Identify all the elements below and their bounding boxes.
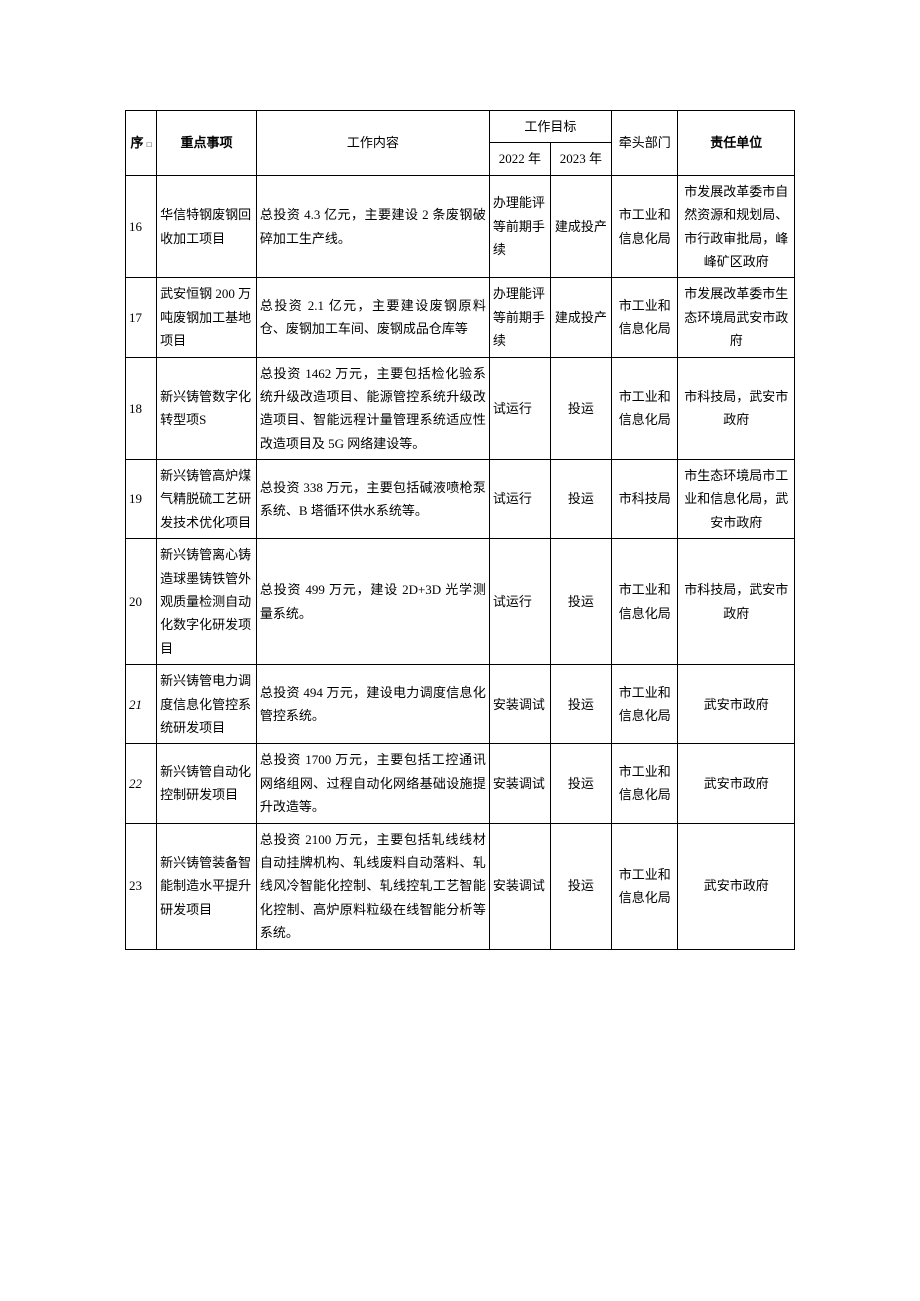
header-lead: 牵头部门 [611,111,678,176]
cell-item: 新兴铸管电力调度信息化管控系统研发项目 [157,665,257,744]
cell-2023: 投运 [550,460,611,539]
cell-seq: 18 [126,357,157,460]
table-row: 23新兴铸管装备智能制造水平提升研发项目总投资 2100 万元，主要包括轧线线材… [126,823,795,949]
cell-seq: 22 [126,744,157,823]
table-row: 18新兴铸管数字化转型项S总投资 1462 万元，主要包括检化验系统升级改造项目… [126,357,795,460]
cell-lead: 市工业和信息化局 [611,539,678,665]
table-row: 20新兴铸管离心铸造球墨铸铁管外观质量检测自动化数字化研发项目总投资 499 万… [126,539,795,665]
cell-lead: 市工业和信息化局 [611,744,678,823]
table-row: 17武安恒钢 200 万吨废钢加工基地项目总投资 2.1 亿元，主要建设废钢原料… [126,278,795,357]
cell-content: 总投资 338 万元，主要包括碱液喷枪泵系统、B 塔循环供水系统等。 [256,460,489,539]
header-seq: 序 □ [126,111,157,176]
header-resp: 责任单位 [678,111,795,176]
table-row: 21新兴铸管电力调度信息化管控系统研发项目总投资 494 万元，建设电力调度信息… [126,665,795,744]
cell-2023: 投运 [550,539,611,665]
cell-content: 总投资 499 万元，建设 2D+3D 光学测量系统。 [256,539,489,665]
cell-resp: 市科技局，武安市政府 [678,357,795,460]
cell-2022: 办理能评等前期手续 [489,278,550,357]
cell-2022: 试运行 [489,460,550,539]
header-seq-marker: □ [147,140,152,149]
header-2023: 2023 年 [550,143,611,175]
cell-resp: 武安市政府 [678,744,795,823]
cell-content: 总投资 2.1 亿元，主要建设废钢原料仓、废钢加工车间、废钢成品仓库等 [256,278,489,357]
cell-2022: 安装调试 [489,823,550,949]
cell-resp: 市发展改革委市自然资源和规划局、市行政审批局，峰峰矿区政府 [678,175,795,278]
cell-2023: 投运 [550,357,611,460]
cell-2023: 投运 [550,823,611,949]
cell-resp: 市生态环境局市工业和信息化局，武安市政府 [678,460,795,539]
cell-lead: 市科技局 [611,460,678,539]
cell-content: 总投资 1700 万元，主要包括工控通讯网络组网、过程自动化网络基础设施提升改造… [256,744,489,823]
cell-resp: 武安市政府 [678,823,795,949]
cell-item: 华信特钢废钢回收加工项目 [157,175,257,278]
header-goal: 工作目标 [489,111,611,143]
cell-lead: 市工业和信息化局 [611,823,678,949]
cell-2023: 建成投产 [550,278,611,357]
cell-item: 新兴铸管高炉煤气精脱硫工艺研发技术优化项目 [157,460,257,539]
cell-seq: 16 [126,175,157,278]
header-item: 重点事项 [157,111,257,176]
cell-2022: 安装调试 [489,744,550,823]
project-table: 序 □ 重点事项 工作内容 工作目标 牵头部门 责任单位 2022 年 2023… [125,110,795,950]
cell-item: 武安恒钢 200 万吨废钢加工基地项目 [157,278,257,357]
table-row: 19新兴铸管高炉煤气精脱硫工艺研发技术优化项目总投资 338 万元，主要包括碱液… [126,460,795,539]
header-2022: 2022 年 [489,143,550,175]
header-seq-text: 序 [130,135,143,150]
cell-2022: 试运行 [489,357,550,460]
cell-2023: 建成投产 [550,175,611,278]
cell-content: 总投资 1462 万元，主要包括检化验系统升级改造项目、能源管控系统升级改造项目… [256,357,489,460]
cell-seq: 20 [126,539,157,665]
cell-resp: 市发展改革委市生态环境局武安市政府 [678,278,795,357]
header-content: 工作内容 [256,111,489,176]
cell-2022: 试运行 [489,539,550,665]
cell-lead: 市工业和信息化局 [611,278,678,357]
cell-content: 总投资 4.3 亿元，主要建设 2 条废钢破碎加工生产线。 [256,175,489,278]
table-body: 16华信特钢废钢回收加工项目总投资 4.3 亿元，主要建设 2 条废钢破碎加工生… [126,175,795,949]
cell-lead: 市工业和信息化局 [611,665,678,744]
cell-seq: 21 [126,665,157,744]
cell-item: 新兴铸管装备智能制造水平提升研发项目 [157,823,257,949]
cell-content: 总投资 2100 万元，主要包括轧线线材自动挂牌机构、轧线废料自动落料、轧线风冷… [256,823,489,949]
table-header: 序 □ 重点事项 工作内容 工作目标 牵头部门 责任单位 2022 年 2023… [126,111,795,176]
table-row: 16华信特钢废钢回收加工项目总投资 4.3 亿元，主要建设 2 条废钢破碎加工生… [126,175,795,278]
cell-2022: 办理能评等前期手续 [489,175,550,278]
table-row: 22新兴铸管自动化控制研发项目总投资 1700 万元，主要包括工控通讯网络组网、… [126,744,795,823]
cell-2023: 投运 [550,744,611,823]
cell-seq: 23 [126,823,157,949]
cell-resp: 市科技局，武安市政府 [678,539,795,665]
cell-lead: 市工业和信息化局 [611,357,678,460]
cell-2023: 投运 [550,665,611,744]
cell-lead: 市工业和信息化局 [611,175,678,278]
cell-item: 新兴铸管自动化控制研发项目 [157,744,257,823]
cell-content: 总投资 494 万元，建设电力调度信息化管控系统。 [256,665,489,744]
cell-item: 新兴铸管数字化转型项S [157,357,257,460]
cell-2022: 安装调试 [489,665,550,744]
cell-seq: 17 [126,278,157,357]
cell-item: 新兴铸管离心铸造球墨铸铁管外观质量检测自动化数字化研发项目 [157,539,257,665]
cell-resp: 武安市政府 [678,665,795,744]
cell-seq: 19 [126,460,157,539]
